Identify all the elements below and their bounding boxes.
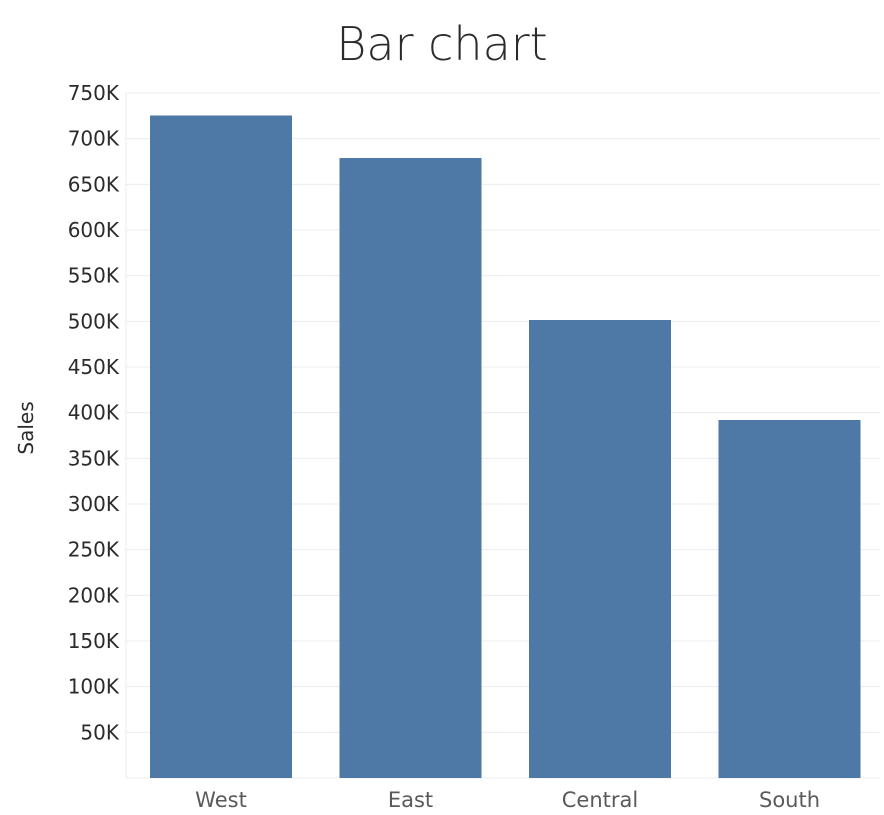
x-category-label: West xyxy=(195,788,247,812)
y-tick-label: 600K xyxy=(68,218,120,242)
y-tick-label: 200K xyxy=(68,583,120,607)
y-axis-ticks: 50K 100K 150K 200K 250K 300K 350K 400K 450K 500K 5… xyxy=(68,81,120,744)
y-tick-label: 450K xyxy=(68,355,120,379)
x-category-label: South xyxy=(759,788,820,812)
bars xyxy=(150,115,861,778)
y-tick-label: 650K xyxy=(68,172,120,196)
y-tick-label: 350K xyxy=(68,446,120,470)
bar-east[interactable] xyxy=(339,158,482,778)
y-tick-label: 400K xyxy=(68,401,120,425)
y-tick-label: 550K xyxy=(68,264,120,288)
chart-title: Bar chart xyxy=(336,17,547,71)
x-category-label: East xyxy=(388,788,433,812)
y-axis-title: Sales xyxy=(14,401,38,454)
bar-central[interactable] xyxy=(529,320,671,778)
y-tick-label: 100K xyxy=(68,675,120,699)
x-category-label: Central xyxy=(562,788,638,812)
y-tick-label: 50K xyxy=(80,720,119,744)
y-tick-label: 250K xyxy=(68,538,120,562)
y-tick-label: 150K xyxy=(68,629,120,653)
y-tick-label: 300K xyxy=(68,492,120,516)
y-tick-label: 500K xyxy=(68,309,120,333)
bar-west[interactable] xyxy=(150,115,292,778)
y-tick-label: 750K xyxy=(68,81,120,105)
bar-south[interactable] xyxy=(718,420,861,778)
y-tick-label: 700K xyxy=(68,127,120,151)
x-axis-categories: West East Central South xyxy=(195,788,820,812)
